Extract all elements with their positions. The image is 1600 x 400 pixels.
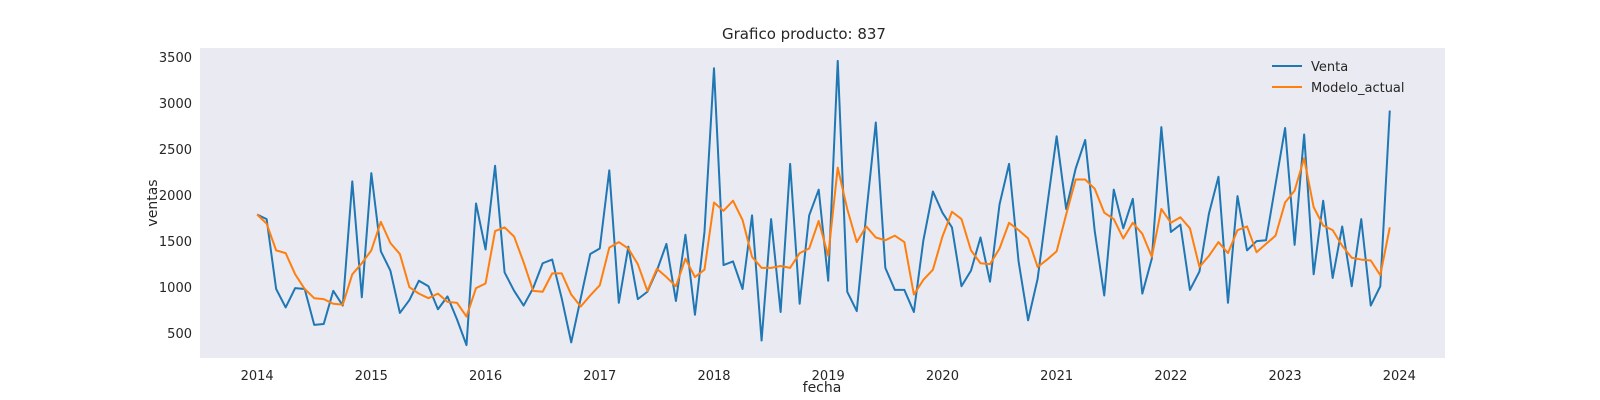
x-tick-label: 2023 [1269, 369, 1302, 384]
legend-label: Venta [1311, 60, 1348, 75]
x-axis: 2014 2015 2016 2017 2018 2019 2020 2021 2022 2023… [241, 369, 1416, 384]
x-tick-label: 2014 [241, 369, 274, 384]
y-tick-label: 3000 [159, 97, 192, 112]
legend-label: Modelo_actual [1311, 81, 1405, 96]
x-tick-label: 2019 [812, 369, 845, 384]
x-tick-label: 2015 [355, 369, 388, 384]
x-tick-label: 2017 [583, 369, 616, 384]
series-lines [256, 59, 1391, 347]
legend: Venta Modelo_actual [1272, 60, 1405, 96]
x-axis-label: fecha [803, 380, 842, 396]
y-tick-label: 1000 [159, 281, 192, 296]
y-tick-label: 500 [167, 327, 192, 342]
series-line-modelo-actual [256, 157, 1391, 318]
plot-area [200, 48, 1445, 358]
chart-title: Grafico producto: 837 [722, 25, 886, 43]
x-tick-label: 2016 [469, 369, 502, 384]
y-tick-label: 1500 [159, 235, 192, 250]
x-tick-label: 2021 [1040, 369, 1073, 384]
y-tick-label: 2500 [159, 143, 192, 158]
x-tick-label: 2018 [697, 369, 730, 384]
y-axis-label: ventas [145, 179, 161, 226]
x-tick-label: 2020 [926, 369, 959, 384]
legend-item: Modelo_actual [1272, 81, 1405, 96]
x-tick-label: 2024 [1383, 369, 1416, 384]
y-tick-label: 2000 [159, 189, 192, 204]
legend-item: Venta [1272, 60, 1348, 75]
y-axis: 500 1000 1500 2000 2500 3000 3500 [159, 51, 192, 342]
y-tick-label: 3500 [159, 51, 192, 66]
x-tick-label: 2022 [1154, 369, 1187, 384]
